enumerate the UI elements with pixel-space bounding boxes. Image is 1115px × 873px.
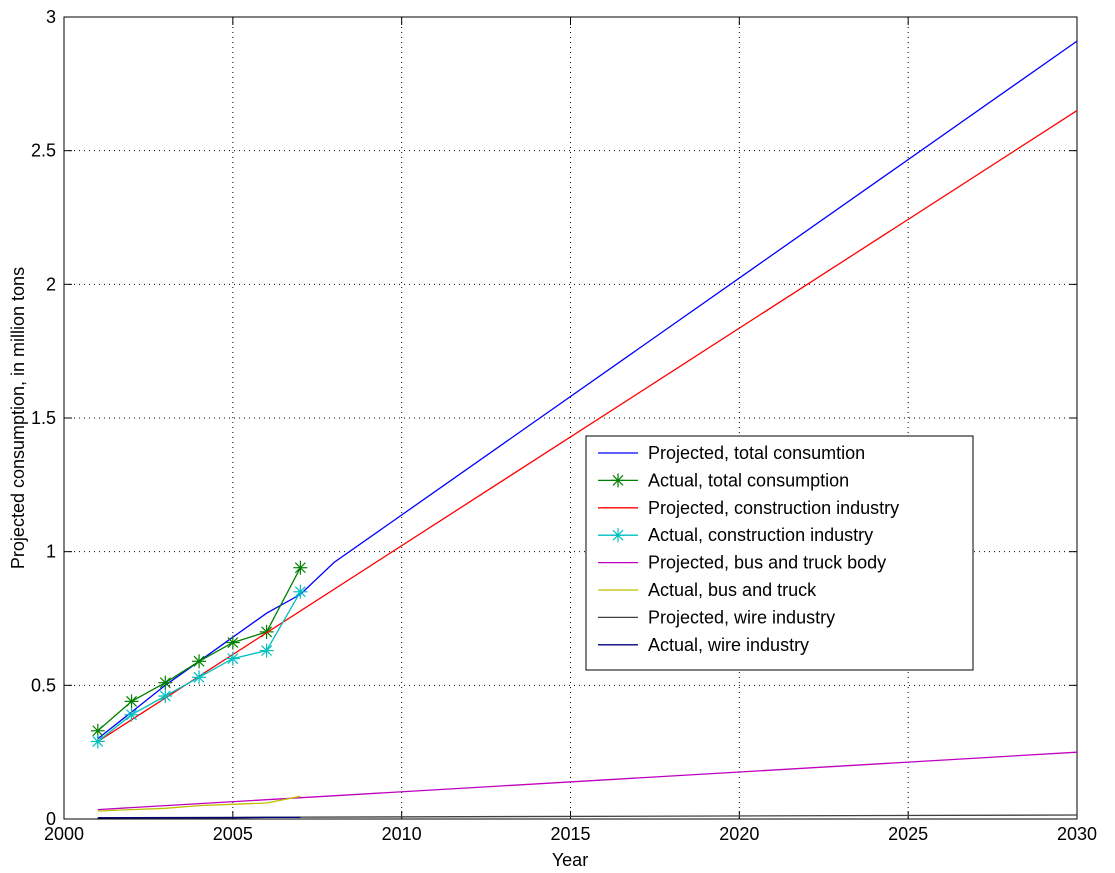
series-line — [97, 110, 1078, 743]
series-2 — [90, 560, 308, 738]
data-point — [259, 643, 274, 658]
legend-item: Projected, bus and truck body — [598, 553, 886, 573]
legend-marker — [611, 473, 625, 488]
data-point — [225, 651, 240, 666]
x-tick-label: 2005 — [213, 824, 253, 844]
y-tick-label: 2 — [46, 274, 56, 294]
x-tick-label: 2025 — [888, 824, 928, 844]
legend-item: Actual, construction industry — [598, 525, 873, 545]
x-tick-label: 2015 — [550, 824, 590, 844]
y-tick-label: 0.5 — [31, 675, 56, 695]
series-3 — [97, 110, 1078, 743]
legend-item: Actual, total consumption — [598, 470, 849, 490]
series-line — [97, 567, 301, 732]
x-axis-title: Year — [552, 850, 588, 870]
y-tick-label: 3 — [46, 7, 56, 27]
data-point — [192, 654, 207, 669]
series-4 — [90, 584, 308, 749]
legend-label: Actual, total consumption — [648, 470, 849, 490]
data-point — [293, 560, 308, 575]
legend-label: Actual, wire industry — [648, 635, 809, 655]
y-tick-label: 1.5 — [31, 408, 56, 428]
legend-item: Projected, wire industry — [598, 607, 835, 627]
y-axis-title: Projected consumption, in million tons — [8, 267, 28, 569]
legend-label: Projected, construction industry — [648, 498, 899, 518]
y-tick-label: 2.5 — [31, 141, 56, 161]
data-point — [124, 694, 139, 709]
legend-item: Actual, bus and truck — [598, 580, 817, 600]
legend-box — [585, 435, 974, 671]
data-point — [192, 670, 207, 685]
data-point — [90, 734, 105, 749]
legend-item: Projected, construction industry — [598, 498, 899, 518]
y-tick-label: 0 — [46, 809, 56, 829]
x-tick-label: 2010 — [382, 824, 422, 844]
data-point — [158, 675, 173, 690]
legend-item: Projected, total consumtion — [598, 443, 865, 463]
data-point — [225, 635, 240, 650]
data-point — [124, 707, 139, 722]
series-lines — [90, 40, 1078, 819]
data-point — [259, 624, 274, 639]
legend-label: Projected, total consumtion — [648, 443, 865, 463]
legend-item: Actual, wire industry — [598, 635, 809, 655]
series-line — [97, 751, 1078, 811]
x-tick-label: 2020 — [719, 824, 759, 844]
x-tick-label: 2030 — [1057, 824, 1097, 844]
grid — [64, 17, 1077, 819]
data-point — [293, 584, 308, 599]
x-tick-label: 2000 — [44, 824, 84, 844]
axis-ticks: 2000 2005 2010 2015 2020 2025 2030 0 0.5 1 1.5 2 2.5… — [31, 7, 1097, 844]
legend-label: Projected, wire industry — [648, 607, 835, 627]
series-line — [97, 816, 301, 819]
series-5 — [97, 751, 1078, 811]
data-point — [158, 689, 173, 704]
y-tick-label: 1 — [46, 542, 56, 562]
legend: Projected, total consumtion Actual, total… — [585, 435, 974, 671]
series-6 — [97, 795, 301, 812]
legend-label: Projected, bus and truck body — [648, 553, 886, 573]
series-line — [97, 795, 301, 812]
legend-marker — [611, 528, 625, 543]
series-8 — [97, 816, 301, 819]
legend-label: Actual, construction industry — [648, 525, 873, 545]
legend-label: Actual, bus and truck — [648, 580, 817, 600]
